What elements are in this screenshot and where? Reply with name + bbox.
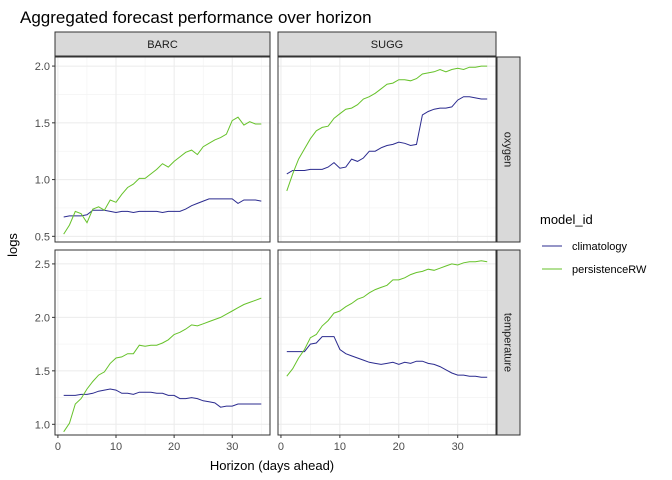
strip-sugg	[277, 31, 497, 57]
x-tick-label: 20	[168, 441, 180, 453]
strip-oxygen	[496, 56, 521, 243]
x-tick-label: 0	[55, 441, 61, 453]
y-tick-label: 1.0	[35, 419, 50, 431]
x-tick-label: 30	[452, 441, 464, 453]
legend-label-climatology: climatology	[572, 241, 628, 253]
panel-sugg-temperature: 0 10 20 30	[277, 249, 497, 453]
strip-temperature	[496, 249, 521, 436]
x-tick-label: 20	[393, 441, 405, 453]
series-line-climatology-barc-temperature	[63, 388, 262, 408]
x-tick-label: 30	[226, 441, 238, 453]
strip-label-sugg: SUGG	[371, 39, 403, 51]
x-tick-label: 0	[278, 441, 284, 453]
series-line-climatology-barc-oxygen	[63, 198, 262, 218]
series-line-persistenceRW-barc-temperature	[63, 297, 262, 433]
panel-border	[54, 56, 271, 243]
x-tick-label: 10	[110, 441, 122, 453]
panel-background	[278, 250, 496, 435]
strip-label-oxygen: oxygen	[502, 132, 514, 167]
strip-barc	[54, 31, 271, 57]
y-tick-label: 2.0	[35, 312, 50, 324]
legend-label-persistenceRW: persistenceRW	[572, 264, 647, 276]
y-tick-label: 0.5	[35, 231, 50, 243]
legend-entry-persistenceRW: persistenceRW	[542, 264, 647, 276]
series-line-persistenceRW-barc-oxygen	[63, 116, 262, 235]
y-axis-title: logs	[5, 233, 20, 257]
series-line-persistenceRW-sugg-oxygen	[286, 65, 488, 192]
strip-label-barc: BARC	[147, 39, 178, 51]
series-line-climatology-sugg-temperature	[286, 336, 488, 378]
panel-barc-oxygen: 0.5 1.0 1.5 2.0	[35, 56, 271, 243]
panel-background	[278, 57, 496, 242]
panel-barc-temperature: 1.0 1.5 2.0 2.5 0 10 20 30	[35, 249, 271, 453]
x-tick-label: 10	[334, 441, 346, 453]
legend-entry-climatology: climatology	[542, 241, 628, 253]
y-tick-label: 2.0	[35, 61, 50, 73]
y-tick-label: 1.0	[35, 175, 50, 187]
panel-border	[277, 56, 497, 243]
strip-label-temperature: temperature	[502, 313, 514, 372]
y-tick-label: 2.5	[35, 259, 50, 271]
series-line-climatology-sugg-oxygen	[286, 96, 488, 175]
legend: model_id climatology persistenceRW	[540, 212, 647, 276]
chart-title: Aggregated forecast performance over hor…	[20, 8, 372, 27]
series-line-persistenceRW-sugg-temperature	[286, 260, 488, 377]
x-axis-title: Horizon (days ahead)	[210, 458, 334, 473]
legend-title: model_id	[540, 212, 593, 227]
panel-border	[277, 249, 497, 436]
panel-border	[54, 249, 271, 436]
y-tick-label: 1.5	[35, 366, 50, 378]
panel-sugg-oxygen	[277, 56, 497, 243]
y-tick-label: 1.5	[35, 118, 50, 130]
panel-grid: BARC SUGGoxygentemperature0.51.01.52.01.0…	[35, 31, 521, 453]
